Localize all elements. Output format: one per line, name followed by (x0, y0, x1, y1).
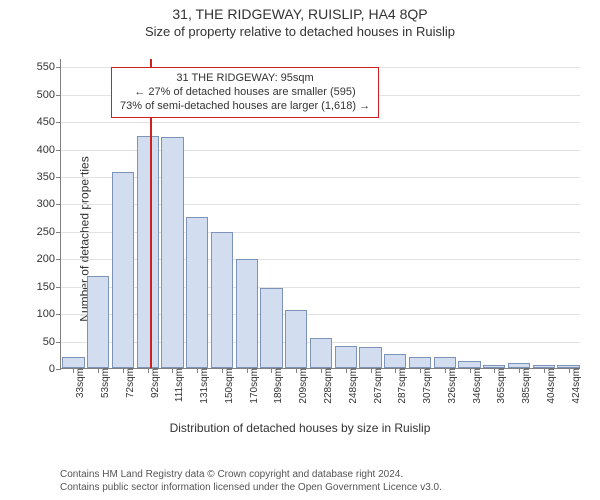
histogram-bar (211, 232, 233, 368)
x-tick-label: 385sqm (517, 368, 532, 404)
y-tick-label: 400 (37, 144, 61, 156)
histogram-bar (359, 347, 381, 368)
histogram-bar (62, 357, 84, 368)
annotation-line2: ← 27% of detached houses are smaller (59… (120, 86, 370, 100)
annotation-line3: 73% of semi-detached houses are larger (… (120, 100, 370, 114)
x-tick-label: 287sqm (393, 368, 408, 404)
title-address: 31, THE RIDGEWAY, RUISLIP, HA4 8QP (0, 6, 600, 22)
histogram-bar (236, 259, 258, 368)
y-tick-label: 0 (49, 363, 61, 375)
x-tick-label: 92sqm (146, 368, 161, 398)
x-tick-label: 228sqm (319, 368, 334, 404)
y-tick-label: 200 (37, 253, 61, 265)
x-tick-label: 267sqm (369, 368, 384, 404)
histogram-bar (260, 288, 282, 368)
histogram-bar (384, 354, 406, 368)
x-tick-label: 326sqm (443, 368, 458, 404)
title-subtitle: Size of property relative to detached ho… (0, 24, 600, 39)
histogram-bar (434, 357, 456, 368)
x-tick-label: 72sqm (121, 368, 136, 398)
x-tick-label: 33sqm (71, 368, 86, 398)
y-tick-label: 300 (37, 198, 61, 210)
y-tick-label: 50 (43, 336, 61, 348)
x-tick-label: 346sqm (468, 368, 483, 404)
y-tick-label: 500 (37, 89, 61, 101)
y-tick-label: 350 (37, 171, 61, 183)
histogram-bar (87, 276, 109, 368)
x-tick-label: 307sqm (418, 368, 433, 404)
footer-line2: Contains public sector information licen… (60, 482, 442, 495)
histogram-bar (112, 172, 134, 368)
x-axis-label: Distribution of detached houses by size … (0, 421, 600, 435)
x-tick-label: 150sqm (220, 368, 235, 404)
y-tick-label: 550 (37, 61, 61, 73)
histogram-bar (186, 217, 208, 368)
histogram-bar (285, 310, 307, 368)
y-tick-label: 150 (37, 281, 61, 293)
footer-line1: Contains HM Land Registry data © Crown c… (60, 469, 442, 482)
histogram-bar (310, 338, 332, 368)
x-tick-label: 248sqm (344, 368, 359, 404)
histogram-bar (161, 137, 183, 368)
histogram-bar (335, 346, 357, 368)
x-tick-label: 53sqm (96, 368, 111, 398)
x-tick-label: 111sqm (170, 368, 185, 402)
histogram-bar (458, 361, 480, 368)
x-tick-label: 131sqm (195, 368, 210, 404)
annotation-line1: 31 THE RIDGEWAY: 95sqm (120, 72, 370, 86)
x-tick-label: 404sqm (542, 368, 557, 404)
x-tick-label: 365sqm (492, 368, 507, 404)
y-tick-label: 450 (37, 116, 61, 128)
histogram-bar (409, 357, 431, 368)
y-tick-label: 100 (37, 308, 61, 320)
chart-area: Number of detached properties 0501001502… (0, 39, 600, 439)
x-tick-label: 209sqm (294, 368, 309, 404)
x-tick-label: 189sqm (269, 368, 284, 404)
x-tick-label: 170sqm (245, 368, 260, 404)
annotation-box: 31 THE RIDGEWAY: 95sqm ← 27% of detached… (111, 67, 379, 118)
y-tick-label: 250 (37, 226, 61, 238)
attribution-footer: Contains HM Land Registry data © Crown c… (60, 469, 442, 494)
chart-titles: 31, THE RIDGEWAY, RUISLIP, HA4 8QP Size … (0, 6, 600, 39)
histogram-bar (137, 136, 159, 368)
x-tick-label: 424sqm (567, 368, 582, 404)
plot-area: 050100150200250300350400450500550 31 THE… (60, 59, 580, 369)
